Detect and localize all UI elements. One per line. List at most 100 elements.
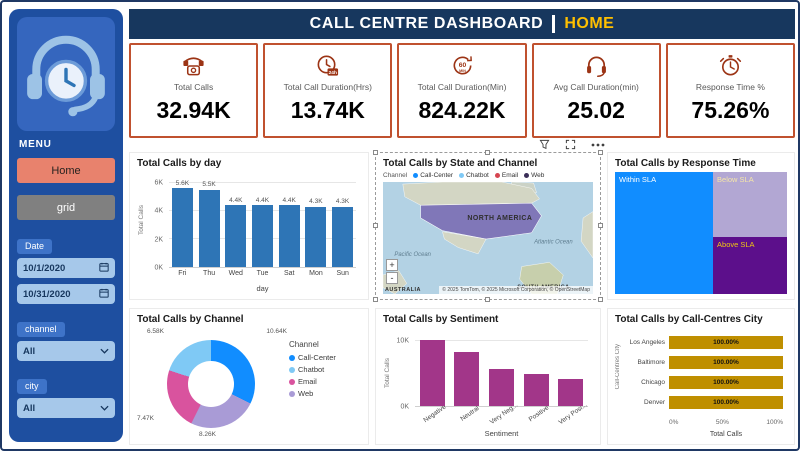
legend-item[interactable]: Email (494, 172, 518, 179)
treemap-block-within-sla[interactable]: Within SLA (615, 172, 714, 294)
more-options-icon[interactable] (591, 143, 605, 147)
bar[interactable] (419, 339, 445, 406)
bar[interactable] (488, 369, 514, 406)
bar[interactable] (523, 373, 549, 406)
timer-60min-icon: 60 MIN (450, 52, 475, 79)
kpi-card[interactable]: Response Time % 75.26% (665, 43, 796, 138)
home-button[interactable]: Home (17, 158, 115, 183)
y-axis: 6K 4K 2K 0K (149, 179, 165, 271)
calendar-icon (99, 262, 109, 275)
y-tick-label: 0K (400, 403, 409, 411)
bar[interactable] (251, 205, 273, 267)
bar[interactable] (454, 352, 480, 406)
chart-total-calls-by-day[interactable]: Total Calls by day Total Calls 6K 4K 2K 0K … (129, 152, 369, 300)
resize-handle[interactable] (373, 150, 378, 155)
chart-total-calls-by-response-time[interactable]: Total Calls by Response Time Within SLA … (607, 152, 795, 300)
y-tick-label: 10K (396, 337, 409, 345)
legend-item[interactable]: Email (289, 377, 361, 386)
treemap-block-below-sla[interactable]: Below SLA (713, 172, 787, 237)
bar-column: 4.3K (332, 180, 354, 267)
city-label: Baltimore (637, 358, 665, 366)
chart-total-calls-by-sentiment[interactable]: Total Calls by Sentiment Total Calls 10K… (375, 308, 601, 445)
y-tick-label: 4K (154, 207, 163, 215)
kpi-card[interactable]: 24h Total Call Duration(Hrs) 13.74K (263, 43, 393, 138)
bar[interactable]: 100.00% (669, 355, 783, 369)
resize-handle[interactable] (598, 223, 603, 228)
zoom-in-button[interactable]: + (386, 259, 398, 271)
bar-value-label: 4.3K (309, 198, 323, 206)
chart-total-calls-by-call-centres-city[interactable]: Total Calls by Call-Centres City Call-Ce… (607, 308, 795, 445)
grid-button[interactable]: grid (17, 195, 115, 220)
bar[interactable] (225, 205, 247, 267)
legend-item[interactable]: Chatbot (289, 365, 361, 374)
legend-item[interactable]: Call-Center (289, 353, 361, 362)
bar-column: 5.5K (198, 180, 220, 267)
map-attribution: © 2025 TomTom, © 2025 Microsoft Corporat… (439, 286, 593, 294)
bar[interactable] (278, 205, 300, 267)
world-map[interactable]: NORTH AMERICA Pacific Ocean Atlantic Oce… (383, 182, 593, 294)
date-from-input[interactable]: 10/1/2020 (17, 258, 115, 278)
x-category-label: Sat (283, 270, 295, 277)
legend-item[interactable]: Call-Center (413, 172, 453, 179)
focus-mode-icon[interactable] (565, 139, 576, 150)
x-category-label: Fri (178, 270, 187, 277)
city-value: All (23, 402, 36, 414)
plot-area[interactable]: 5.6K 5.5K 4.4K 4.4K 4.4K 4.3K 4.3K (169, 180, 356, 268)
dashboard-title: CALL CENTRE DASHBOARD (309, 15, 544, 32)
resize-handle[interactable] (485, 297, 490, 302)
legend-item[interactable]: Web (524, 172, 544, 179)
bar-track: 100.00% (669, 355, 783, 369)
resize-handle[interactable] (373, 223, 378, 228)
chart-total-calls-by-state-and-channel[interactable]: Total Calls by State and Channel Channel… (373, 150, 603, 302)
donut-chart[interactable] (167, 340, 255, 428)
bar[interactable] (198, 189, 220, 267)
legend-item[interactable]: Chatbot (459, 172, 489, 179)
kpi-value: 75.26% (691, 97, 770, 123)
channel-dropdown[interactable]: All (17, 341, 115, 361)
bar[interactable]: 100.00% (669, 335, 783, 349)
bar[interactable]: 100.00% (669, 376, 783, 390)
x-axis: 0% 50% 100% (669, 419, 783, 426)
kpi-value: 824.22K (418, 97, 506, 123)
menu-label: MENU (19, 139, 52, 150)
legend-items: Call-Center Chatbot Email Web (289, 353, 361, 398)
bar[interactable]: 100.00% (669, 396, 783, 410)
bar-value-label: 5.5K (202, 181, 216, 189)
treemap-block-above-sla[interactable]: Above SLA (713, 236, 787, 294)
bar-column (523, 334, 549, 406)
donut-plot: 10.64K(32.29%) 8.26K(25.06%) 7.47K(22.68%)… (137, 328, 289, 439)
map-zoom-control: + - (386, 259, 398, 284)
city-bars: Los Angeles 100.00% Baltimore 100.00% Chicag… (623, 332, 783, 413)
bar[interactable] (171, 188, 193, 267)
map-legend: Channel Call-Center Chatbot Email Web (383, 170, 593, 181)
date-to-input[interactable]: 10/31/2020 (17, 284, 115, 304)
plot-area[interactable] (415, 334, 588, 407)
chart-total-calls-by-channel[interactable]: Total Calls by Channel 10.64K(32.29%) 8.2… (129, 308, 369, 445)
bar[interactable] (558, 379, 584, 406)
filter-icon[interactable] (539, 139, 550, 150)
zoom-out-button[interactable]: - (386, 272, 398, 284)
resize-handle[interactable] (598, 297, 603, 302)
kpi-card[interactable]: 60 MIN Total Call Duration(Min) 824.22K (397, 43, 527, 138)
donut-data-label: 6.58K(19.96%) (147, 328, 164, 335)
kpi-label: Total Call Duration(Min) (417, 82, 507, 92)
map-region-usa[interactable] (420, 202, 542, 240)
map-canvas[interactable]: NORTH AMERICA Pacific Ocean Atlantic Oce… (383, 182, 593, 294)
kpi-label: Avg Call Duration(min) (553, 82, 639, 92)
donut-data-label: 10.64K(32.29%) (266, 328, 287, 335)
bar[interactable] (305, 206, 327, 267)
legend: Channel Call-Center Chatbot Email Web (289, 328, 361, 439)
resize-handle[interactable] (598, 150, 603, 155)
x-axis: Fri Thu Wed Tue Sat Mon Sun (169, 270, 356, 281)
x-tick-label: 0% (669, 419, 679, 426)
resize-handle[interactable] (373, 297, 378, 302)
x-category-label: Sun (336, 270, 349, 277)
resize-handle[interactable] (485, 150, 490, 155)
bar-track: 100.00% (669, 396, 783, 410)
bar-column: 4.4K (225, 180, 247, 267)
bar[interactable] (332, 206, 354, 267)
city-dropdown[interactable]: All (17, 398, 115, 418)
legend-item[interactable]: Web (289, 389, 361, 398)
kpi-card[interactable]: Total Calls 32.94K (129, 43, 259, 138)
kpi-card[interactable]: Avg Call Duration(min) 25.02 (531, 43, 661, 138)
